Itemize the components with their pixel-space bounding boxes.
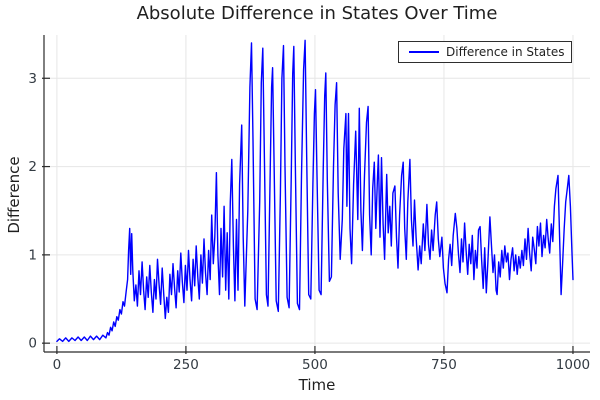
x-tick-label: 750 bbox=[431, 357, 457, 373]
x-axis-label: Time bbox=[298, 376, 336, 394]
x-tick-label: 500 bbox=[302, 357, 328, 373]
y-tick-label: 1 bbox=[28, 247, 37, 263]
series-line bbox=[56, 39, 574, 343]
x-tick-label: 0 bbox=[53, 357, 62, 373]
x-tick-label: 250 bbox=[173, 357, 199, 373]
y-tick-label: 3 bbox=[28, 71, 37, 87]
legend-label: Difference in States bbox=[446, 45, 565, 59]
x-tick-label: 1000 bbox=[556, 357, 590, 373]
legend: Difference in States bbox=[398, 41, 572, 63]
legend-line-icon bbox=[409, 51, 439, 53]
y-tick-label: 0 bbox=[28, 336, 37, 352]
y-tick-label: 2 bbox=[28, 159, 37, 175]
chart-title: Absolute Difference in States Over Time bbox=[136, 3, 498, 24]
